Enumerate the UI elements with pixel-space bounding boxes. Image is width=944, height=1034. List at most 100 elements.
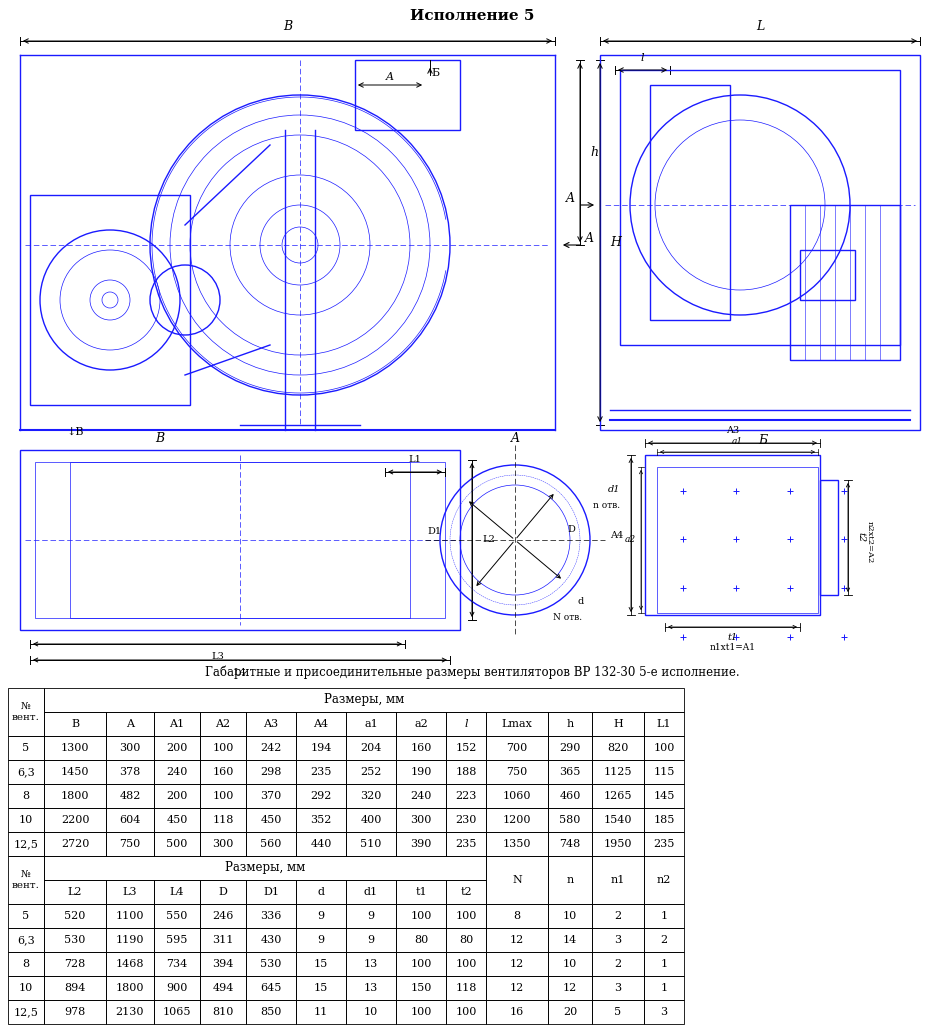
Text: Lmax: Lmax (501, 719, 532, 729)
Text: Габаритные и присоединительные размеры вентиляторов ВР 132-30 5-е исполнение.: Габаритные и присоединительные размеры в… (205, 665, 739, 678)
Text: 2130: 2130 (116, 1007, 144, 1017)
Bar (44, 1000, 106, 1024)
Bar (8, 952, 44, 976)
Text: 9: 9 (317, 935, 325, 945)
Bar (154, 880, 200, 904)
Bar (346, 832, 396, 856)
Bar (154, 952, 200, 976)
Bar (645, 455, 820, 615)
Text: ↓B: ↓B (66, 427, 84, 437)
Text: 12: 12 (510, 935, 524, 945)
Bar (644, 736, 684, 760)
Text: 1190: 1190 (116, 935, 144, 945)
Bar (486, 808, 548, 832)
Bar (106, 1000, 154, 1024)
Text: 5: 5 (615, 1007, 621, 1017)
Text: 152: 152 (455, 743, 477, 753)
Bar (296, 904, 346, 927)
Bar (296, 784, 346, 808)
Bar (396, 736, 446, 760)
Bar (296, 1000, 346, 1024)
Text: Размеры, мм: Размеры, мм (324, 694, 404, 706)
Text: 1300: 1300 (60, 743, 90, 753)
Text: 1060: 1060 (503, 791, 531, 801)
Text: 118: 118 (212, 815, 234, 825)
Bar (246, 904, 296, 927)
Text: 5: 5 (23, 911, 29, 921)
Bar (106, 880, 154, 904)
Text: 2: 2 (615, 911, 621, 921)
Text: A: A (126, 719, 134, 729)
Text: A: A (511, 431, 519, 445)
Text: 13: 13 (363, 983, 379, 993)
Bar (644, 952, 684, 976)
Bar (446, 976, 486, 1000)
Text: 810: 810 (212, 1007, 234, 1017)
Text: 20: 20 (563, 1007, 577, 1017)
Text: 223: 223 (455, 791, 477, 801)
Text: №
вент.: № вент. (12, 871, 40, 889)
Bar (486, 952, 548, 976)
Text: 440: 440 (311, 839, 331, 849)
Bar (154, 784, 200, 808)
Text: 430: 430 (261, 935, 281, 945)
Text: 15: 15 (313, 983, 329, 993)
Text: 100: 100 (455, 1007, 477, 1017)
Text: 1540: 1540 (604, 815, 632, 825)
Text: 194: 194 (311, 743, 331, 753)
Text: A4: A4 (610, 530, 623, 540)
Bar (446, 1000, 486, 1024)
Bar (30, 195, 190, 405)
Text: 1: 1 (661, 983, 667, 993)
Bar (800, 250, 855, 300)
Text: A: A (566, 192, 575, 206)
Text: 3: 3 (615, 935, 621, 945)
Text: 560: 560 (261, 839, 281, 849)
Bar (592, 712, 644, 736)
Text: 400: 400 (361, 815, 381, 825)
Bar (246, 952, 296, 976)
Bar (548, 784, 592, 808)
Text: 3: 3 (661, 1007, 667, 1017)
Bar (592, 832, 644, 856)
Text: 10: 10 (563, 959, 577, 969)
Bar (200, 927, 246, 952)
Text: h: h (566, 719, 574, 729)
Bar (154, 976, 200, 1000)
Bar (600, 55, 920, 430)
Bar (446, 760, 486, 784)
Bar (346, 736, 396, 760)
Text: l: l (641, 53, 644, 63)
Text: 550: 550 (166, 911, 188, 921)
Bar (644, 760, 684, 784)
Bar (70, 462, 410, 618)
Text: t1: t1 (415, 887, 427, 898)
Bar (548, 856, 592, 904)
Bar (200, 1000, 246, 1024)
Bar (296, 760, 346, 784)
Bar (106, 784, 154, 808)
Text: 100: 100 (411, 1007, 431, 1017)
Text: 12: 12 (563, 983, 577, 993)
Text: D1: D1 (263, 887, 279, 898)
Text: 510: 510 (361, 839, 381, 849)
Bar (346, 784, 396, 808)
Text: 1950: 1950 (604, 839, 632, 849)
Text: 450: 450 (166, 815, 188, 825)
Text: 336: 336 (261, 911, 281, 921)
Text: Размеры, мм: Размеры, мм (225, 861, 305, 875)
Text: 1800: 1800 (60, 791, 90, 801)
Bar (246, 927, 296, 952)
Bar (200, 832, 246, 856)
Text: 750: 750 (119, 839, 141, 849)
Text: 482: 482 (119, 791, 141, 801)
Text: A3: A3 (263, 719, 278, 729)
Bar (644, 712, 684, 736)
Text: 12,5: 12,5 (13, 1007, 39, 1017)
Bar (44, 784, 106, 808)
Bar (200, 808, 246, 832)
Text: 365: 365 (559, 767, 581, 777)
Text: 1: 1 (661, 959, 667, 969)
Text: 595: 595 (166, 935, 188, 945)
Text: 200: 200 (166, 791, 188, 801)
